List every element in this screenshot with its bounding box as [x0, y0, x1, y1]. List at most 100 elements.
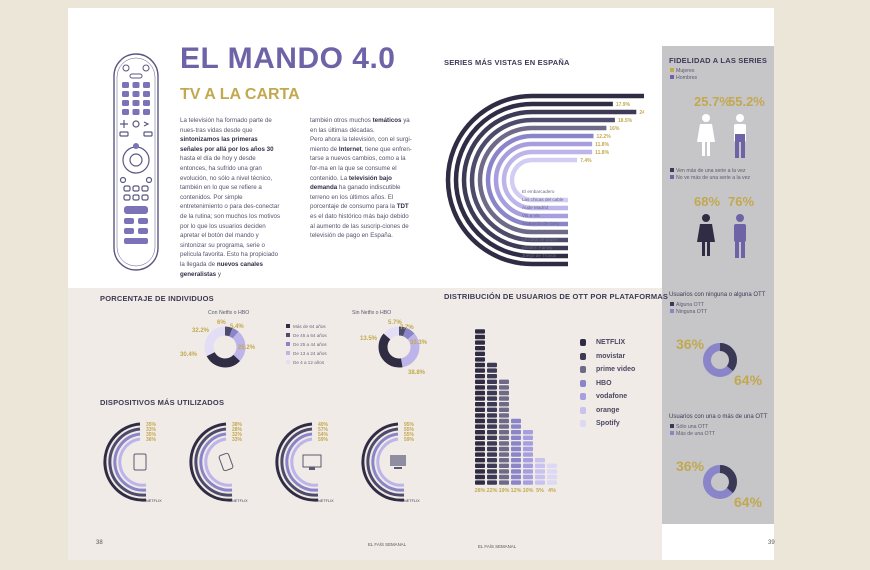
device-value: 57% [318, 427, 329, 433]
ott-users-heading-1: Usuarios con ninguna o alguna OTT [669, 292, 766, 298]
remote-control-illustration [113, 53, 159, 271]
ott-cell [487, 480, 497, 485]
series-category: Black Mirror [522, 229, 547, 234]
ott-brand-label: HBO [596, 379, 612, 387]
device-value: 35% [146, 432, 157, 438]
intro-text: ya en las últimas décadas. [310, 117, 410, 134]
ott-cell [523, 452, 533, 457]
sin-value-2: 7.7% [400, 325, 414, 331]
legend-label: Sólo una OTT [676, 424, 709, 430]
ott-cell [511, 474, 521, 480]
ott-cell [487, 390, 497, 396]
ott-cell [475, 334, 485, 340]
legend-item: De 45 a 64 años [286, 331, 327, 340]
ott-brand-swatch [580, 339, 586, 347]
intro-text: hasta el día de hoy y desde entonces, ha… [180, 155, 281, 268]
ott-brand-swatch [580, 420, 586, 428]
device-value: 55% [404, 427, 415, 433]
device-arc [108, 427, 147, 497]
legend-label: De 4 a 12 años [293, 360, 325, 365]
ott-cell [499, 469, 509, 474]
ott-cell [475, 357, 485, 362]
ott-brand: prime video [580, 363, 635, 377]
ott-cell [547, 474, 557, 480]
fidelidad-legend-2: Ven más de una serie a la vez No ve más … [670, 168, 750, 181]
ott-cell [523, 463, 533, 468]
ott-brand-label: prime video [596, 366, 636, 374]
device-value: 40% [318, 422, 329, 428]
legend-label: Ninguna OTT [676, 308, 708, 315]
page-number-left: 38 [96, 540, 103, 546]
ott-value: 10% [522, 488, 534, 494]
legend-swatch [670, 302, 674, 306]
series-value: 11.8% [595, 142, 609, 148]
ott-cell [547, 463, 557, 468]
ott-cell [475, 452, 485, 457]
ott-users-donut-1 [703, 343, 737, 377]
ott-value: 19% [498, 488, 510, 494]
fidelidad-heading: FIDELIDAD A LAS SERIES [669, 56, 768, 65]
ott-cell [499, 379, 509, 384]
legend-swatch [670, 308, 674, 313]
series-category-list: El embarcadero Las chicas del cable Aude M… [522, 188, 563, 260]
ott-cell [499, 430, 509, 435]
ott-cell [475, 402, 485, 407]
series-bar [453, 101, 613, 259]
con-value-1: 32.2% [192, 328, 210, 334]
legend-item-ninguna: Ninguna OTT [670, 308, 708, 316]
ott-brand: orange [580, 404, 635, 418]
series-category: Juego de Tronos [522, 253, 557, 258]
device-value: 38% [232, 422, 243, 428]
publication-left: EL FAÍS SEMANAL [368, 542, 407, 547]
ott-cell [487, 474, 497, 480]
device-arc [275, 422, 319, 502]
intro-bold: Internet [338, 145, 362, 153]
legend-item: De 4 a 12 años [286, 358, 327, 367]
donut-slice [204, 326, 246, 368]
legend-swatch [670, 424, 674, 428]
ott-cell [511, 424, 521, 429]
ott-cell [499, 396, 509, 401]
series-bar [485, 133, 594, 227]
ott-cell [475, 463, 485, 468]
ott-cell [475, 424, 485, 429]
ott-brand-swatch [580, 352, 586, 360]
tv-icon [390, 455, 406, 469]
legend-swatch [670, 75, 674, 79]
donut-sin-netflix [378, 326, 420, 368]
donut-con-netflix [204, 326, 246, 368]
ott-cell [475, 329, 485, 334]
intro-bold: temáticos [372, 117, 402, 124]
legend-item: De 13 a 24 años [286, 349, 327, 358]
ott-brand-label: vodafone [596, 393, 628, 401]
tablet-icon [133, 453, 147, 471]
device-value: 36% [146, 437, 157, 443]
con-value-2: 6% [217, 320, 226, 326]
series-bar [477, 125, 607, 235]
ott-cell [499, 407, 509, 412]
ott-cell [511, 435, 521, 440]
series-value: 16% [609, 126, 620, 132]
intro-bold: sintonizamos las primeras señales por al… [180, 136, 274, 153]
ott-cell [511, 446, 521, 452]
device-value: 59% [318, 437, 329, 443]
ott-cell [499, 418, 509, 424]
ott-cell [499, 413, 509, 418]
legend-label: No ve más de una serie a la vez [676, 174, 751, 181]
legend-swatch [670, 174, 674, 179]
series-value: 17.9% [616, 102, 631, 108]
ott-cell [475, 390, 485, 396]
fidelidad-women-2: 68% [694, 194, 721, 209]
ott-cell [475, 346, 485, 351]
legend-item: Más de 64 años [286, 322, 327, 331]
page-title: EL MANDO 4.0 [180, 42, 396, 75]
ott-cell [475, 441, 485, 446]
ott-brand: NETFLIX [580, 336, 635, 350]
ott-cell [511, 441, 521, 446]
legend-label: Más de una OTT [676, 430, 715, 437]
ott-cell [487, 424, 497, 429]
individuos-heading: PORCENTAJE DE INDIVIDUOS [100, 294, 214, 303]
ott-cell [475, 469, 485, 474]
legend-swatch [286, 333, 290, 337]
device-value: 33% [232, 437, 243, 443]
